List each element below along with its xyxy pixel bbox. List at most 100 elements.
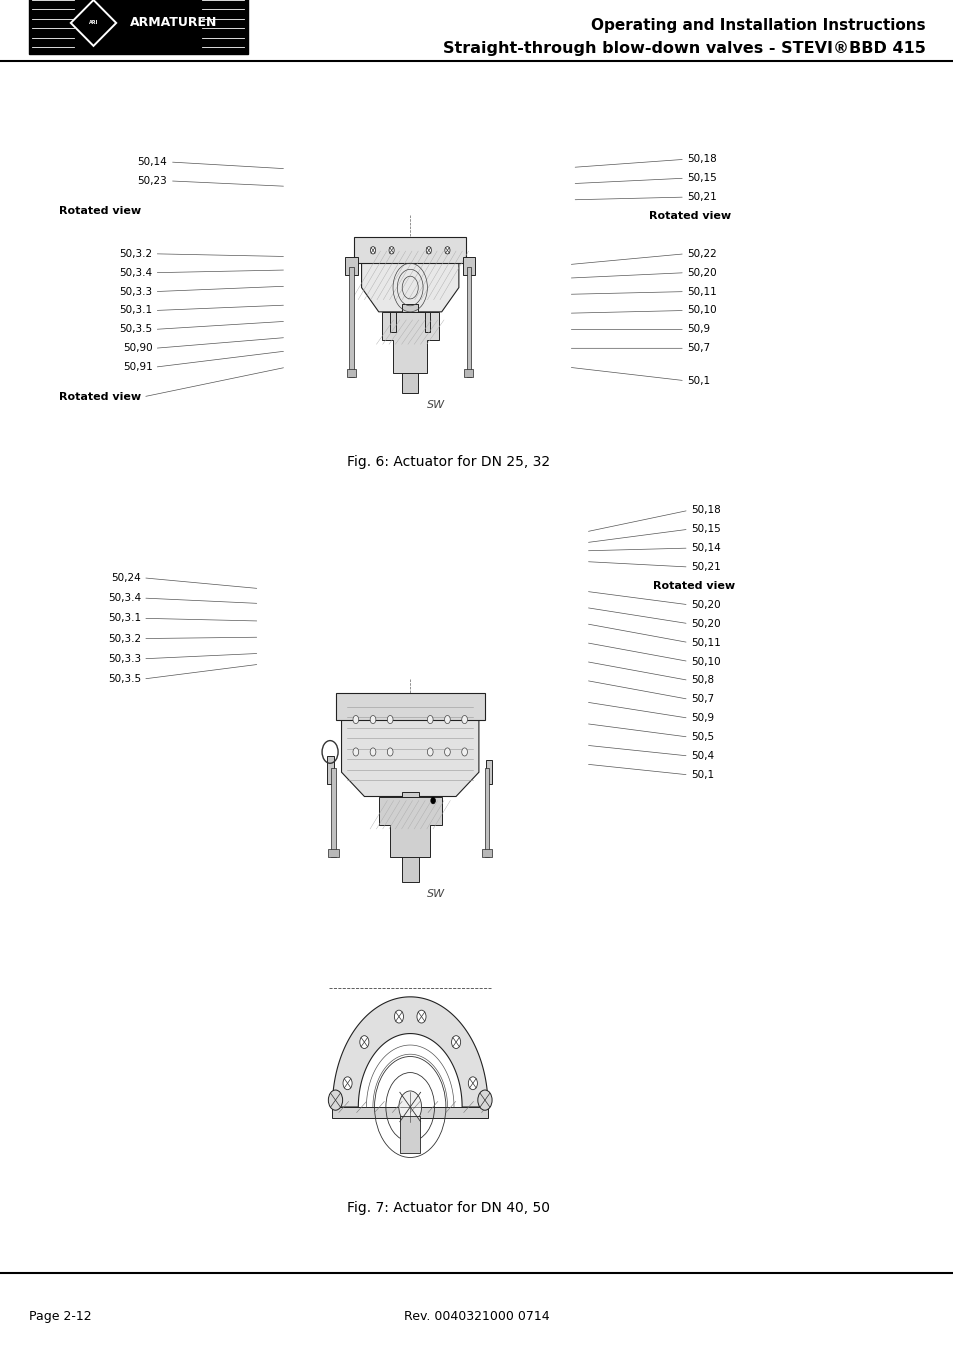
Circle shape: [343, 1077, 352, 1089]
Text: Rotated view: Rotated view: [59, 392, 141, 402]
Text: 50,3.3: 50,3.3: [108, 653, 141, 664]
Polygon shape: [361, 239, 458, 312]
Bar: [328, 849, 338, 857]
Text: 50,7: 50,7: [690, 694, 713, 705]
Circle shape: [444, 748, 450, 756]
Text: SW: SW: [427, 888, 445, 899]
Text: 50,15: 50,15: [686, 173, 716, 184]
Circle shape: [387, 716, 393, 724]
Text: 50,15: 50,15: [690, 524, 720, 535]
Text: ARMATUREN: ARMATUREN: [130, 16, 217, 30]
Text: 50,18: 50,18: [686, 154, 716, 165]
Text: 50,8: 50,8: [690, 675, 713, 686]
Text: 50,9: 50,9: [690, 713, 713, 724]
Bar: [29, 0, 248, 54]
Circle shape: [353, 716, 358, 724]
Text: 50,10: 50,10: [690, 656, 720, 667]
Circle shape: [389, 247, 394, 254]
Text: 50,3.2: 50,3.2: [119, 248, 152, 259]
Polygon shape: [390, 312, 430, 332]
Bar: [402, 304, 417, 393]
Circle shape: [461, 748, 467, 756]
Bar: [401, 792, 418, 882]
Text: 50,14: 50,14: [690, 543, 720, 554]
Text: Operating and Installation Instructions: Operating and Installation Instructions: [590, 18, 924, 34]
Circle shape: [451, 1035, 460, 1049]
Bar: [400, 1116, 419, 1153]
Text: 50,9: 50,9: [686, 324, 709, 335]
Text: Fig. 7: Actuator for DN 40, 50: Fig. 7: Actuator for DN 40, 50: [347, 1202, 549, 1215]
Circle shape: [444, 716, 450, 724]
Bar: [485, 760, 492, 784]
Circle shape: [444, 247, 450, 254]
Text: Straight-through blow-down valves - STEVI®BBD 415: Straight-through blow-down valves - STEV…: [442, 40, 924, 57]
Text: 50,3.5: 50,3.5: [108, 674, 141, 684]
Text: 50,1: 50,1: [690, 769, 713, 780]
Bar: [327, 756, 334, 784]
Bar: [331, 768, 335, 857]
Circle shape: [427, 716, 433, 724]
Text: 50,14: 50,14: [137, 157, 167, 167]
Polygon shape: [378, 796, 441, 857]
Text: 50,1: 50,1: [686, 375, 709, 386]
Circle shape: [431, 798, 435, 803]
Bar: [462, 256, 475, 275]
Circle shape: [427, 748, 433, 756]
Circle shape: [353, 748, 358, 756]
Polygon shape: [332, 996, 488, 1107]
Circle shape: [394, 1010, 403, 1023]
Text: 50,11: 50,11: [690, 637, 720, 648]
Bar: [481, 849, 492, 857]
Bar: [347, 370, 355, 377]
Text: 50,18: 50,18: [690, 505, 720, 516]
Text: 50,22: 50,22: [686, 248, 716, 259]
Text: 50,21: 50,21: [686, 192, 716, 202]
Circle shape: [328, 1089, 342, 1110]
Text: 50,24: 50,24: [112, 572, 141, 583]
Text: 50,4: 50,4: [690, 751, 713, 761]
Circle shape: [477, 1089, 492, 1110]
Circle shape: [426, 247, 431, 254]
Text: 50,20: 50,20: [690, 599, 720, 610]
Text: 50,10: 50,10: [686, 305, 716, 316]
Text: 50,20: 50,20: [690, 618, 720, 629]
Bar: [354, 238, 465, 263]
Text: 50,90: 50,90: [123, 343, 152, 354]
Text: Rev. 0040321000 0714: Rev. 0040321000 0714: [404, 1310, 549, 1323]
Bar: [484, 768, 489, 857]
Text: 50,3.4: 50,3.4: [119, 267, 152, 278]
Text: 50,3.4: 50,3.4: [108, 593, 141, 603]
Text: 50,23: 50,23: [137, 176, 167, 186]
Text: Fig. 6: Actuator for DN 25, 32: Fig. 6: Actuator for DN 25, 32: [347, 455, 549, 468]
Text: 50,3.5: 50,3.5: [119, 324, 152, 335]
Text: Rotated view: Rotated view: [652, 580, 734, 591]
Circle shape: [398, 1091, 421, 1123]
Circle shape: [387, 748, 393, 756]
Bar: [332, 1107, 488, 1118]
Text: 50,5: 50,5: [690, 732, 713, 742]
Text: 50,3.3: 50,3.3: [119, 286, 152, 297]
Circle shape: [370, 748, 375, 756]
Circle shape: [416, 1010, 426, 1023]
Text: 50,7: 50,7: [686, 343, 709, 354]
Circle shape: [468, 1077, 476, 1089]
Bar: [335, 694, 484, 720]
Polygon shape: [381, 312, 438, 373]
Bar: [466, 267, 471, 377]
Text: Rotated view: Rotated view: [59, 205, 141, 216]
Circle shape: [370, 247, 375, 254]
Polygon shape: [341, 695, 478, 796]
Text: 50,3.2: 50,3.2: [108, 633, 141, 644]
Bar: [464, 370, 473, 377]
Text: 50,20: 50,20: [686, 267, 716, 278]
Text: 50,21: 50,21: [690, 562, 720, 572]
Bar: [345, 256, 357, 275]
Bar: [349, 267, 354, 377]
Text: 50,91: 50,91: [123, 362, 152, 373]
Text: Page 2-12: Page 2-12: [29, 1310, 91, 1323]
Text: 50,11: 50,11: [686, 286, 716, 297]
Circle shape: [359, 1035, 369, 1049]
Circle shape: [461, 716, 467, 724]
Text: ARI: ARI: [89, 20, 98, 26]
Text: 50,3.1: 50,3.1: [108, 613, 141, 624]
